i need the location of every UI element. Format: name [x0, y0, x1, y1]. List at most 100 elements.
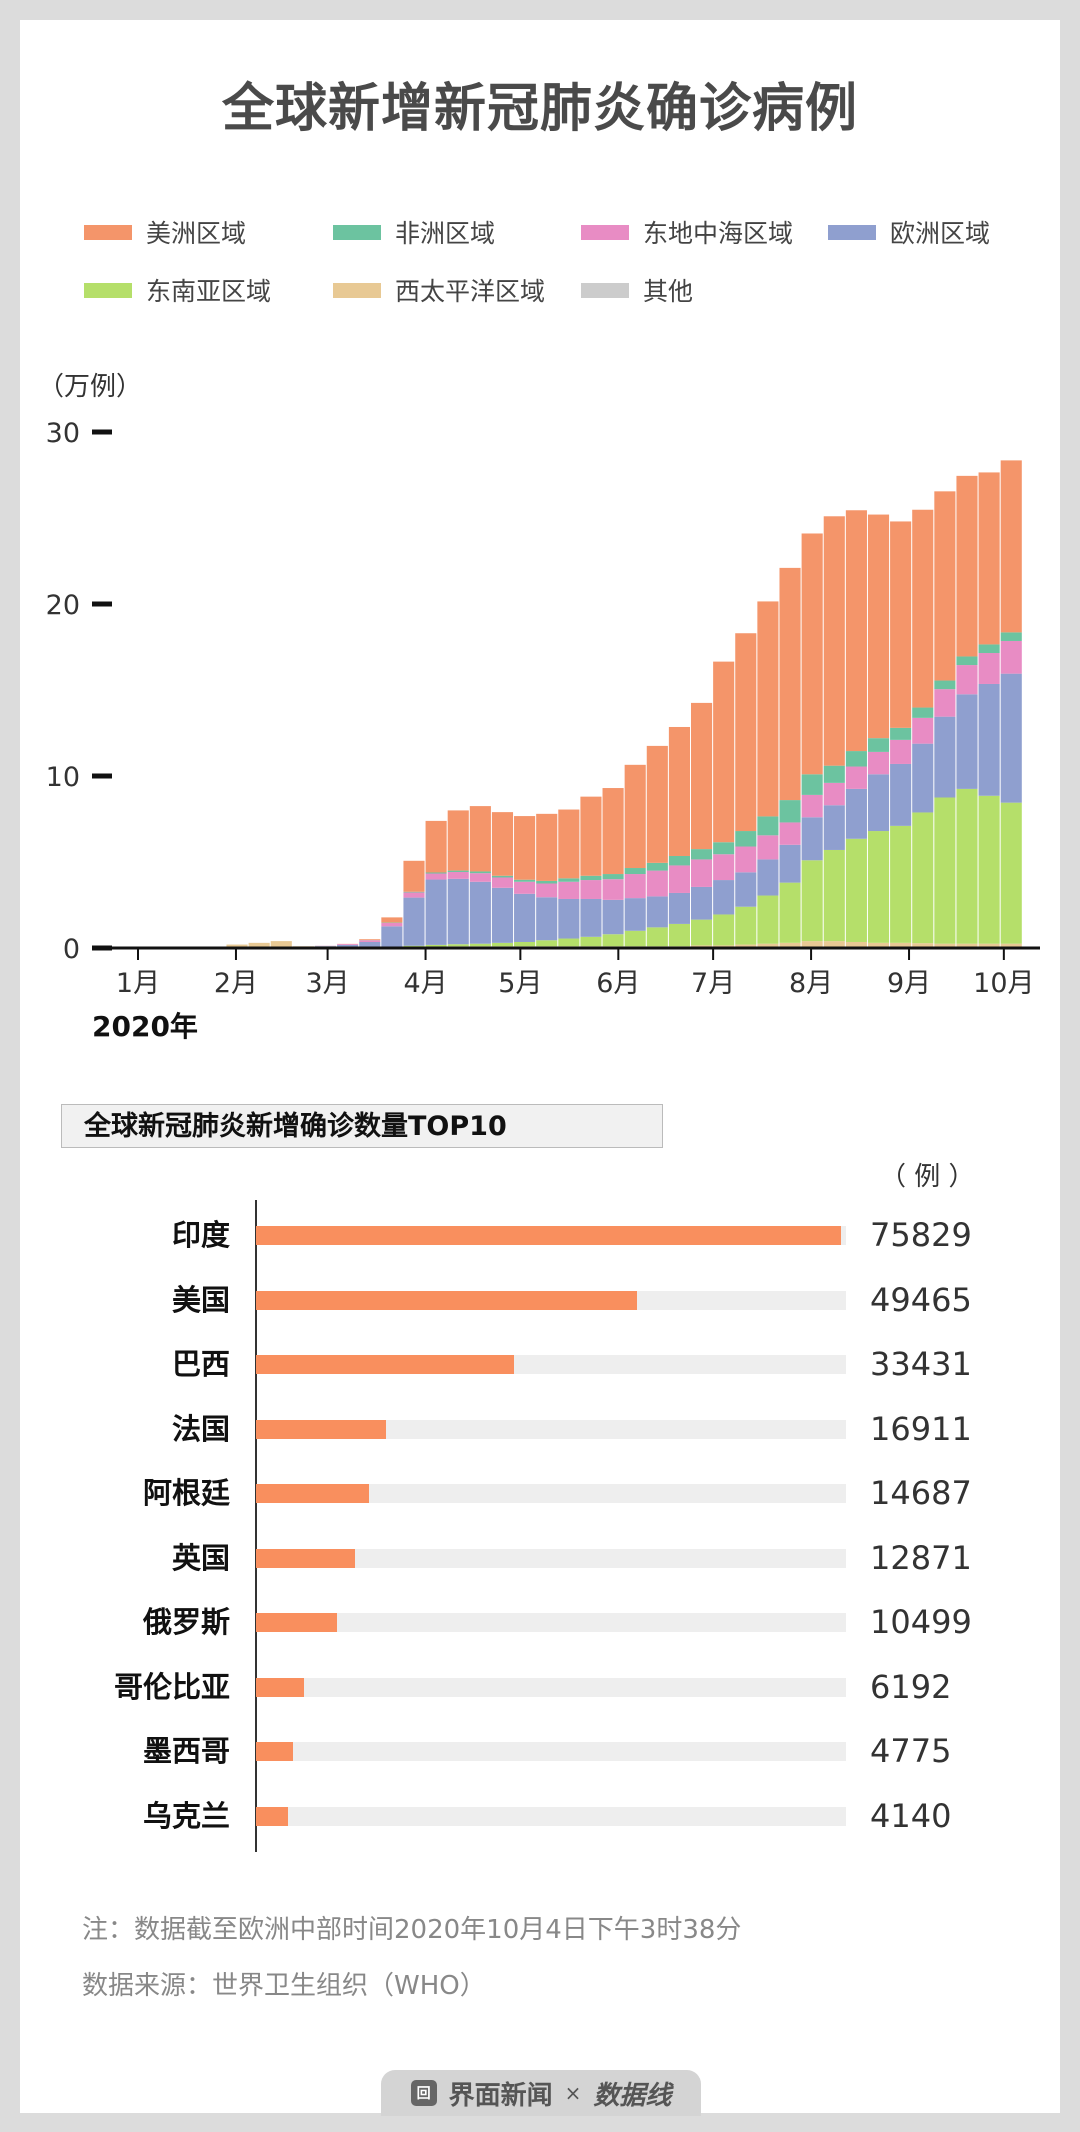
bar-segment — [867, 738, 890, 752]
x-tick-label: 4月 — [403, 968, 447, 999]
bar-segment — [823, 765, 845, 783]
data-note: 注：数据截至欧洲中部时间2020年10月4日下午3时38分 — [82, 1915, 742, 1945]
bar-segment — [956, 694, 978, 789]
bar-segment — [491, 877, 514, 888]
bar-segment — [359, 940, 381, 942]
bar-segment — [602, 874, 624, 880]
unit-label: （ 例 ） — [880, 1162, 975, 1192]
x-tick-label: 6月 — [596, 968, 640, 999]
x-tick-label: 3月 — [306, 968, 350, 999]
legend-item: 其他 — [581, 272, 693, 308]
country-label: 墨西哥 — [142, 1734, 230, 1768]
data-source: 数据来源：世界卫生组织（WHO） — [82, 1971, 486, 2001]
bar-segment — [912, 717, 934, 744]
x-tick-label: 8月 — [789, 968, 833, 999]
bar-segment — [779, 567, 801, 801]
bar-segment — [403, 897, 425, 946]
bar-segment — [691, 859, 713, 887]
legend-swatch — [581, 224, 629, 240]
bar-segment — [624, 930, 646, 947]
bar — [256, 1484, 370, 1503]
bar-segment — [801, 941, 823, 948]
bar-segment — [823, 782, 845, 806]
bar-segment — [845, 766, 867, 789]
bar-segment — [646, 870, 668, 897]
bar-segment — [668, 892, 690, 924]
bar-segment — [469, 806, 491, 872]
jiemian-logo-icon: 回 — [410, 2080, 437, 2106]
value-label: 12871 — [870, 1538, 972, 1577]
bar-segment — [735, 633, 757, 832]
bar-segment — [845, 838, 867, 942]
bar-segment — [469, 881, 491, 944]
bar-segment — [624, 898, 646, 931]
bar-segment — [934, 797, 956, 944]
partner-logo: 数据线 — [593, 2080, 672, 2111]
legend-swatch — [333, 282, 381, 298]
bar-segment — [757, 601, 779, 817]
bar-segment — [823, 941, 845, 948]
bar-segment — [912, 812, 934, 944]
y-tick-label: 30 — [46, 418, 80, 449]
bar-segment — [491, 942, 514, 947]
bar-track — [256, 1613, 846, 1632]
brand-name: 界面新闻 — [448, 2080, 553, 2111]
bar-segment — [801, 817, 823, 861]
bar — [256, 1806, 288, 1826]
legend-swatch — [333, 224, 381, 240]
bar-segment — [934, 680, 956, 690]
bar — [256, 1548, 356, 1568]
legend-label: 其他 — [643, 277, 694, 306]
bar-segment — [779, 844, 801, 883]
x-tick-label: 5月 — [498, 968, 542, 999]
bar-segment — [735, 831, 757, 847]
country-label: 阿根廷 — [142, 1476, 230, 1510]
bar-segment — [912, 707, 934, 718]
bar-segment — [757, 895, 779, 944]
bar-segment — [845, 788, 867, 839]
bar-segment — [735, 906, 757, 945]
value-label: 33431 — [870, 1345, 972, 1383]
bar-segment — [536, 813, 558, 881]
bar-segment — [890, 521, 912, 728]
bar-track — [256, 1677, 846, 1697]
top10-title: 全球新冠肺炎新增确诊数量TOP10 — [61, 1104, 663, 1148]
bar-segment — [514, 893, 536, 942]
bar-segment — [867, 514, 890, 739]
bar-segment — [978, 472, 1000, 645]
bar-segment — [337, 944, 359, 945]
legend-swatch — [828, 224, 876, 240]
bar-segment — [447, 870, 469, 872]
bar-segment — [624, 868, 646, 875]
bar-segment — [668, 855, 690, 866]
bar-segment — [646, 862, 668, 871]
value-label: 4140 — [870, 1796, 952, 1835]
bar-segment — [359, 941, 381, 948]
bar-segment — [403, 860, 425, 892]
bar-segment — [447, 871, 469, 879]
legend-label: 非洲区域 — [395, 219, 496, 248]
bar-segment — [757, 816, 779, 836]
bar-segment — [713, 854, 735, 881]
value-label: 4775 — [870, 1732, 952, 1770]
bar-segment — [845, 510, 867, 752]
bar-segment — [447, 944, 469, 947]
value-label: 16911 — [870, 1409, 972, 1448]
bar-segment — [558, 881, 580, 899]
country-label: 哥伦比亚 — [113, 1669, 230, 1704]
legend-label: 东南亚区域 — [146, 277, 272, 306]
bar-segment — [403, 892, 425, 898]
bar-segment — [912, 509, 934, 708]
bar-segment — [580, 898, 602, 937]
bar-track — [256, 1806, 846, 1826]
bar-segment — [713, 914, 735, 946]
bar-segment — [359, 939, 381, 941]
bar-segment — [270, 941, 292, 948]
bar-segment — [1000, 460, 1022, 633]
bar-segment — [514, 879, 536, 882]
bar-segment — [823, 849, 845, 942]
x-tick-label: 1月 — [116, 968, 160, 999]
bar-segment — [381, 922, 403, 927]
bar-segment — [735, 846, 757, 873]
bar-segment — [602, 899, 624, 935]
